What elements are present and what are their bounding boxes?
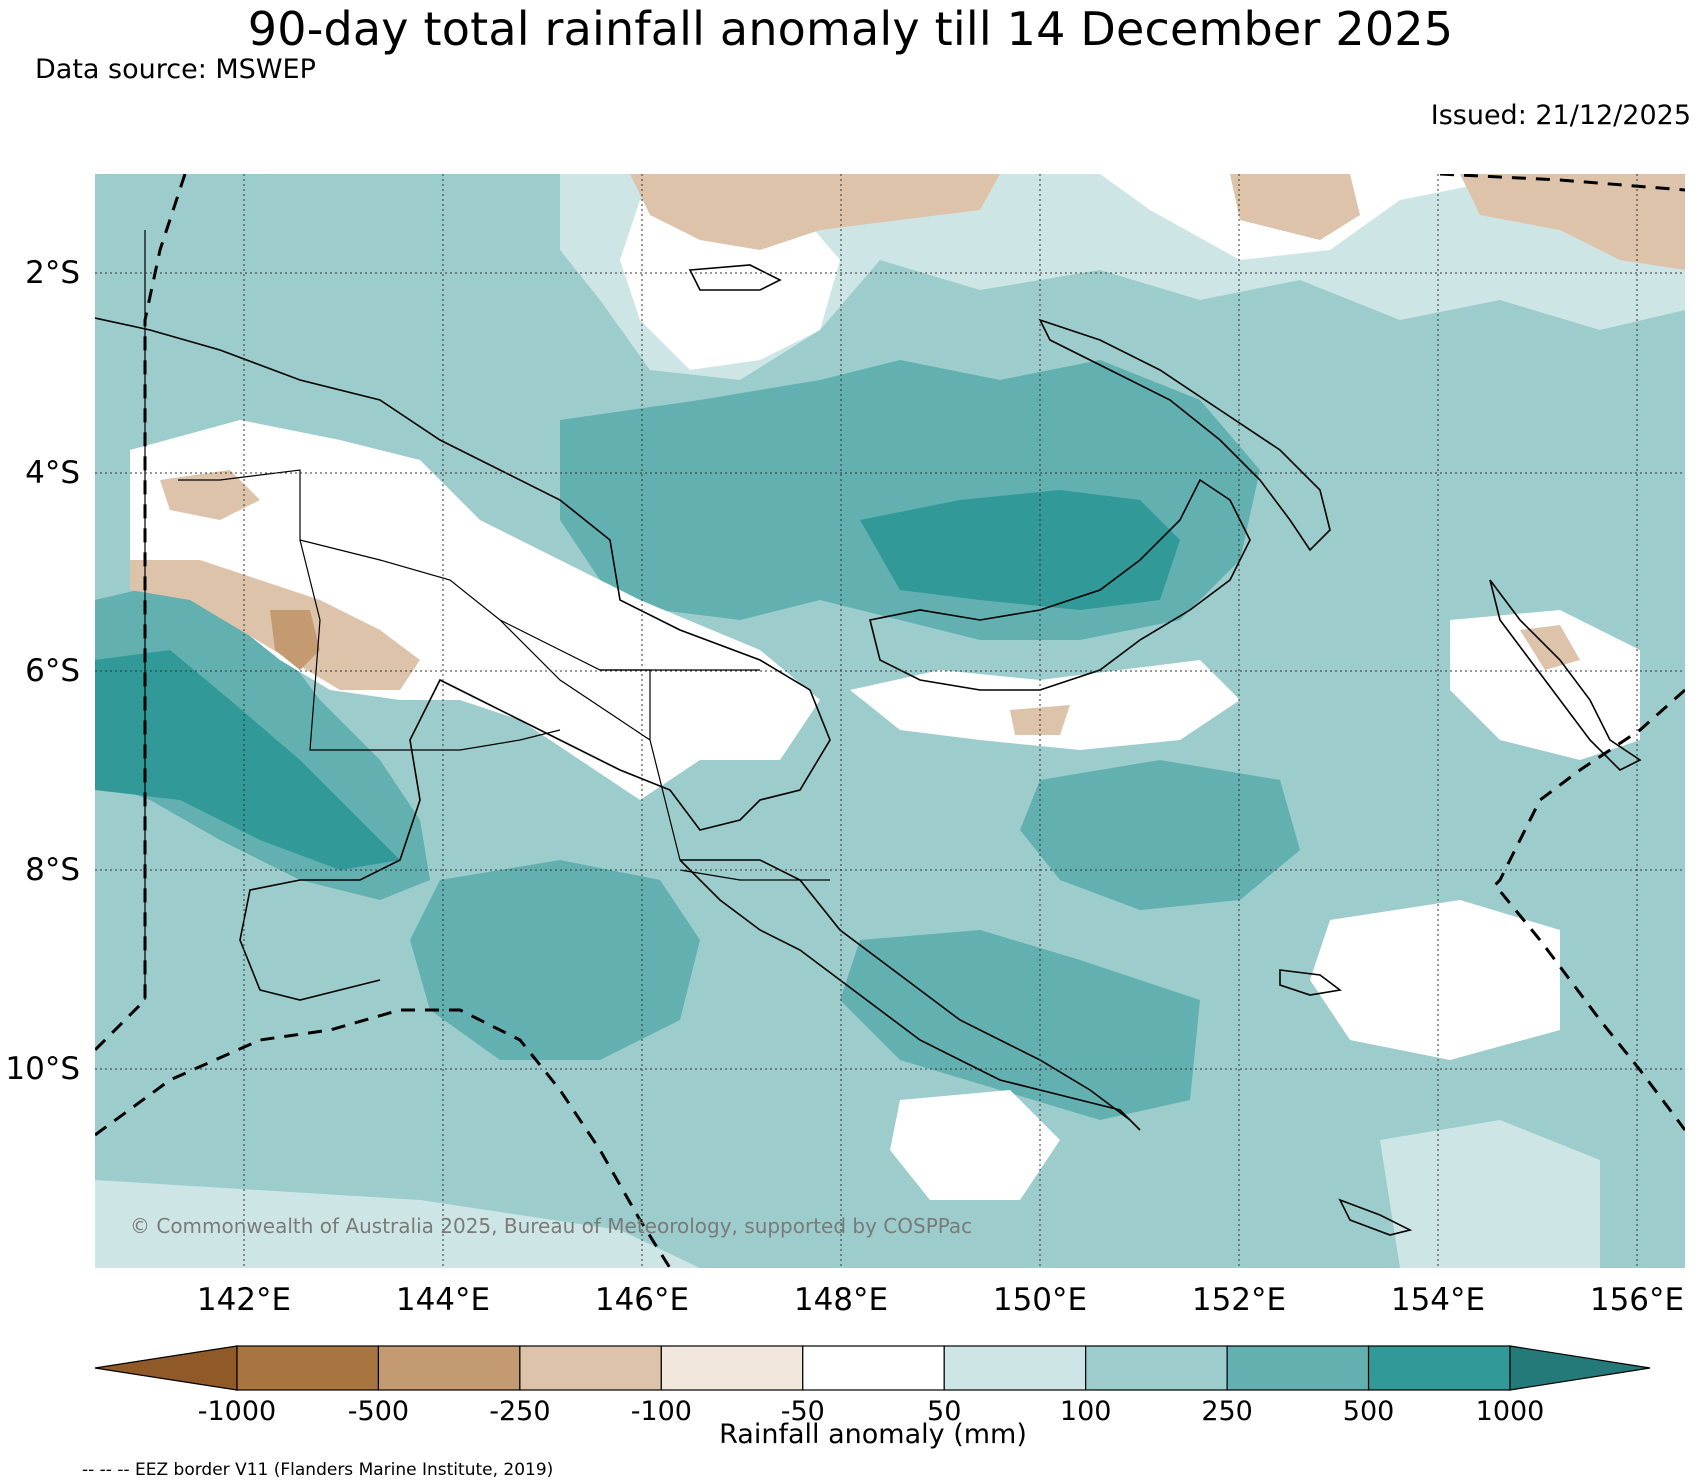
colorbar-tick-label: 50 [927,1396,961,1427]
map-title: 90-day total rainfall anomaly till 14 De… [247,2,1454,56]
anomaly-zone-dry-bougainville [1520,625,1580,670]
colorbar-segment [660,1345,804,1391]
anomaly-zone-dry-ne1 [1230,174,1360,240]
lon-label-156e: 156°E [1590,1282,1684,1318]
colorbar-tick-label: -250 [489,1396,550,1427]
rossel-coast [1338,1198,1413,1236]
anomaly-zone-light-south [1380,1120,1600,1268]
copyright-notice: © Commonwealth of Australia 2025, Bureau… [130,1214,972,1238]
lat-label-4s: 4°S [25,455,80,491]
colorbar-segment [377,1345,521,1391]
lon-label-150e: 150°E [993,1282,1087,1318]
new-ireland-coast [1038,318,1331,552]
colorbar-tick-label: 500 [1343,1396,1395,1427]
colorbar: -1000 -500 -250 -100 -50 50 100 250 500 1000 [94,1345,1651,1427]
anomaly-zone-wet-southeast [840,930,1200,1120]
colorbar-segment [1226,1345,1370,1391]
anomaly-zone-dry-north [630,174,1000,250]
lat-label-8s: 8°S [25,852,80,888]
latitude-labels: 2°S 4°S 6°S 8°S 10°S [5,255,80,1087]
lon-label-142e: 142°E [197,1282,291,1318]
anomaly-zone-white-highlands [130,420,820,800]
anomaly-zone-white-south [890,1090,1060,1200]
lat-label-2s: 2°S [25,255,80,291]
lon-label-148e: 148°E [794,1282,888,1318]
eez-border-south [95,1008,672,1268]
anomaly-zone-verywet-bismarck [860,490,1180,610]
anomaly-zone-white-north [600,174,1685,260]
eez-footnote: -- -- -- EEZ border V11 (Flanders Marine… [82,1460,554,1480]
anomaly-zone-dry-sepik [160,470,260,520]
lon-label-146e: 146°E [595,1282,689,1318]
colorbar-segment [943,1345,1087,1391]
colorbar-tick-label: -1000 [198,1396,276,1427]
anomaly-zone-dry-ne2 [1460,174,1685,270]
map-panel: © Commonwealth of Australia 2025, Bureau… [95,174,1685,1268]
colorbar-tick-label: -50 [781,1396,825,1427]
lat-label-6s: 6°S [25,653,80,689]
province-borders [144,230,830,1000]
anomaly-zone-white-bougainville [1450,610,1640,760]
longitude-labels: 142°E 144°E 146°E 148°E 150°E 152°E 154°… [197,1282,1684,1318]
anomaly-zone-wet-solomon-sea [1020,760,1300,910]
anomaly-zone-verydry-highlands [270,610,320,670]
anomaly-zone-white-newbritain [850,660,1240,750]
colorbar-segment [802,1345,945,1391]
anomaly-zone-wet-gulf [410,860,700,1060]
lat-label-10s: 10°S [5,1051,80,1087]
png-southeast-coast [680,859,1131,1121]
colorbar-title: Rainfall anomaly (mm) [719,1419,1027,1450]
eez-border-west [95,174,187,1052]
woodlark-coast [1279,969,1342,996]
coastlines [95,264,1642,1236]
eez-border-east [1492,688,1685,1131]
colorbar-tick-label: 100 [1060,1396,1112,1427]
anomaly-zone-verywet-southwest [95,650,400,870]
lon-label-154e: 154°E [1391,1282,1485,1318]
lon-label-152e: 152°E [1192,1282,1286,1318]
colorbar-extend-high [1509,1345,1651,1391]
colorbar-extend-low [94,1345,238,1391]
lon-label-144e: 144°E [396,1282,490,1318]
bougainville-coast [1489,579,1642,771]
colorbar-tick-label: 250 [1201,1396,1253,1427]
colorbar-segment [236,1345,380,1391]
province-border-4 [679,869,830,881]
anomaly-zone-light-southwest [95,1180,700,1268]
colorbar-tick-label: -100 [631,1396,692,1427]
eez-border-northeast [1439,174,1685,192]
issued-date-label: Issued: 21/12/2025 [1430,100,1691,131]
colorbar-segment [1367,1345,1511,1391]
colorbar-segment [1085,1345,1228,1391]
manus-coast [688,264,782,291]
colorbar-segment [519,1345,662,1391]
png-south-coast [679,859,1141,1131]
data-source-label: Data source: MSWEP [35,54,316,85]
colorbar-tick-label: -500 [348,1396,409,1427]
eez-borders [95,174,1685,1268]
colorbar-tick-label: 1000 [1476,1396,1545,1427]
png-mainland-coast [95,317,831,1001]
province-border-2 [299,539,561,751]
province-border-3 [499,619,681,861]
gridlines [95,174,1685,1268]
anomaly-zone-white-southeast [1310,900,1560,1060]
